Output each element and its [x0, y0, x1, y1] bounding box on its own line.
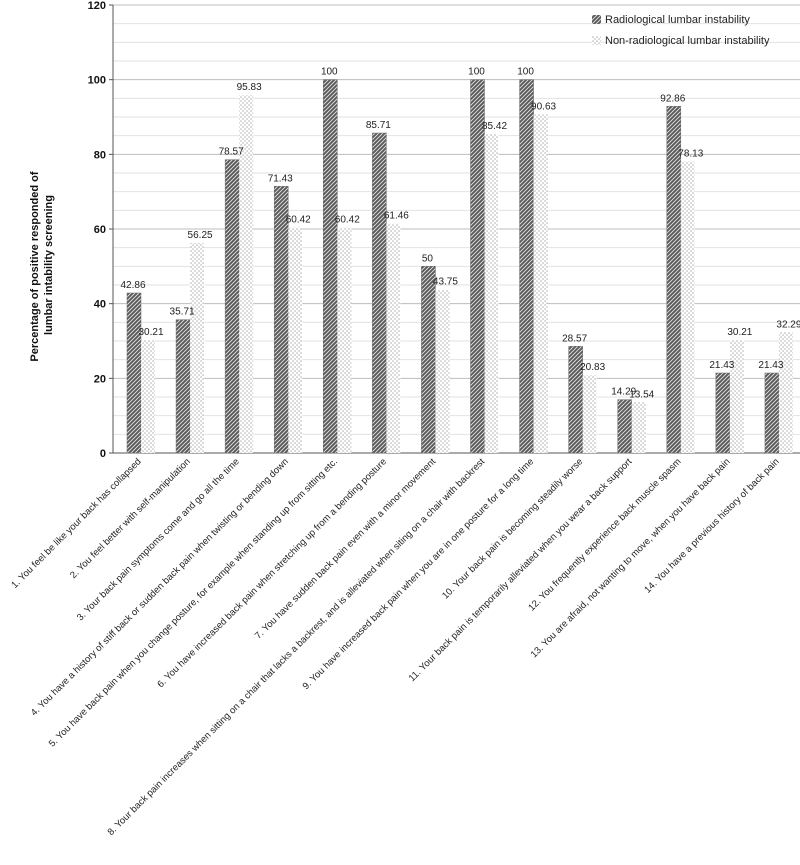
y-tick-labels: 0 20 40 60 80 100 120 [88, 0, 113, 460]
category-label: 11. Your back pain is temporarily allevi… [407, 456, 635, 684]
data-label-non-radiological: 85.42 [482, 121, 507, 132]
bar-radiological [617, 399, 632, 454]
data-label-non-radiological: 43.75 [433, 277, 458, 288]
y-tick-label: 120 [88, 0, 106, 12]
bar-radiological [421, 266, 436, 454]
y-tick-label: 40 [94, 299, 106, 311]
bar-radiological [519, 79, 534, 454]
bar-non-radiological [288, 227, 303, 453]
bar-non-radiological [386, 223, 401, 453]
bar-radiological [470, 79, 485, 454]
legend-swatch-non-radiological [592, 36, 601, 45]
bar-radiological [323, 79, 338, 454]
data-label-radiological: 100 [517, 67, 534, 78]
bar-radiological [175, 319, 191, 454]
category-label: 8. Your back pain increases when sitting… [106, 456, 488, 838]
data-label-radiological: 35.71 [170, 307, 195, 318]
data-label-radiological: 71.43 [268, 173, 293, 184]
legend: Radiological lumbar instability Non-radi… [592, 14, 770, 47]
data-label-non-radiological: 95.83 [237, 82, 262, 93]
bars [126, 79, 793, 454]
bar-non-radiological [484, 134, 499, 453]
bar-non-radiological [582, 375, 597, 453]
data-label-non-radiological: 61.46 [384, 211, 409, 222]
bar-non-radiological [631, 402, 646, 453]
data-label-radiological: 78.57 [219, 147, 244, 158]
bar-non-radiological [435, 289, 450, 453]
data-label-radiological: 85.71 [366, 120, 391, 131]
bar-radiological [126, 292, 142, 454]
category-label: 9. You have increased back pain when you… [301, 456, 537, 692]
data-label-radiological: 50 [422, 253, 434, 264]
gridlines [113, 4, 800, 454]
legend-label-non-radiological: Non-radiological lumbar instability [605, 35, 770, 47]
bar-non-radiological [533, 114, 548, 453]
data-label-non-radiological: 13.54 [629, 389, 654, 400]
data-label-non-radiological: 30.21 [727, 327, 752, 338]
bar-non-radiological [141, 340, 155, 453]
legend-swatch-radiological [592, 15, 601, 24]
category-label: 3. Your back pain symptoms come and go a… [75, 456, 242, 623]
bar-non-radiological [680, 161, 695, 453]
bar-non-radiological [239, 95, 254, 453]
category-label: 6. You have increased back pain when str… [155, 456, 389, 690]
data-label-radiological: 100 [321, 67, 338, 78]
y-tick-label: 100 [88, 75, 106, 87]
data-label-radiological: 14.29 [611, 387, 636, 398]
bar-radiological [273, 186, 289, 454]
bar-radiological [764, 372, 780, 454]
y-axis-title-line-2: lumbar intability screening [43, 195, 55, 335]
data-label-non-radiological: 56.25 [188, 230, 213, 241]
y-tick-label: 80 [94, 149, 106, 161]
bar-non-radiological [778, 332, 793, 453]
data-label-radiological: 28.57 [562, 333, 587, 344]
y-tick-label: 0 [100, 448, 106, 460]
y-axis-title: Percentage of positive responded of lumb… [29, 168, 55, 361]
data-label-radiological: 92.86 [660, 93, 685, 104]
y-tick-label: 20 [94, 373, 106, 385]
y-tick-label: 60 [94, 224, 106, 236]
data-label-radiological: 21.43 [709, 360, 734, 371]
data-label-radiological: 100 [468, 67, 485, 78]
bar-radiological [715, 372, 731, 454]
data-label-non-radiological: 60.42 [335, 214, 360, 225]
legend-label-radiological: Radiological lumbar instability [605, 14, 750, 26]
data-label-non-radiological: 78.13 [678, 148, 703, 159]
data-label-non-radiological: 90.63 [531, 102, 556, 113]
bar-radiological [224, 159, 240, 454]
data-label-non-radiological: 60.42 [286, 214, 311, 225]
data-label-radiological: 21.43 [758, 360, 783, 371]
data-label-non-radiological: 32.29 [776, 319, 800, 330]
bar-non-radiological [190, 243, 205, 453]
bar-non-radiological [337, 227, 352, 453]
data-labels: 42.86 30.21 35.71 56.25 78.57 95.83 71.43 60.42… [120, 67, 800, 401]
category-labels: 1. You feel be like your back has collap… [9, 456, 781, 838]
category-label: 7. You have sudden back pain even with a… [253, 456, 438, 641]
data-label-radiological: 42.86 [120, 280, 145, 291]
data-label-non-radiological: 30.21 [138, 327, 163, 338]
y-axis-title-line-1: Percentage of positive responded of [29, 171, 41, 361]
data-label-non-radiological: 20.83 [580, 362, 605, 373]
bar-radiological [372, 132, 387, 454]
bar-non-radiological [729, 340, 744, 453]
